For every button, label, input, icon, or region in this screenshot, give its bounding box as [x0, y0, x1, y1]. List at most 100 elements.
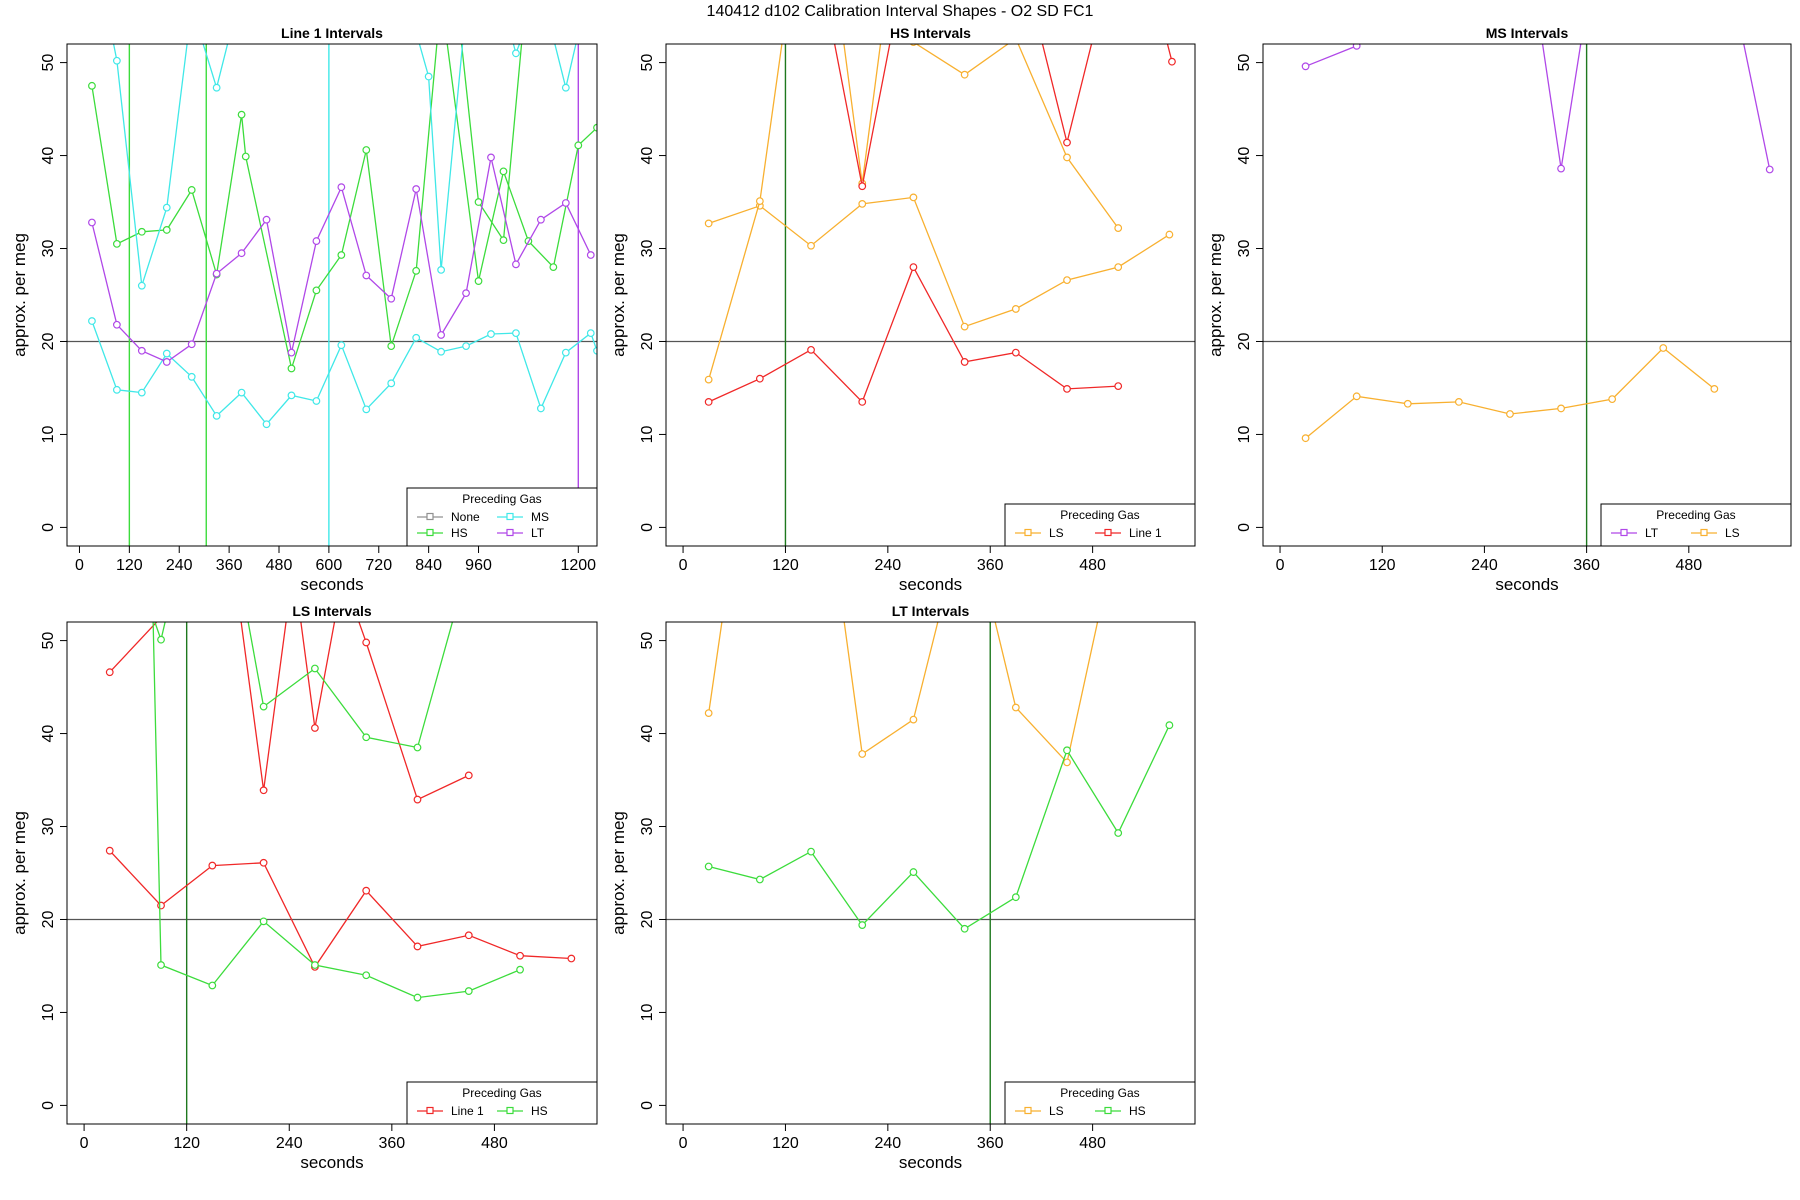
data-point: [1301, 62, 1310, 71]
series-line-ls: [1305, 347, 1715, 439]
data-point: [1013, 35, 1020, 42]
data-point: [387, 342, 396, 351]
x-axis-label: seconds: [300, 575, 363, 594]
y-tick-label: 30: [639, 818, 656, 836]
data-point: [1063, 276, 1071, 285]
data-point: [464, 987, 473, 995]
data-point: [112, 320, 121, 329]
data-point: [704, 219, 713, 228]
data-point: [561, 83, 570, 92]
data-point: [755, 197, 764, 206]
y-tick-label: 50: [1236, 54, 1253, 72]
data-point: [212, 411, 221, 420]
data-point: [593, 346, 597, 355]
data-point: [337, 251, 346, 259]
data-point: [858, 199, 867, 208]
y-tick-label: 30: [1236, 240, 1253, 258]
data-point: [512, 260, 520, 269]
data-point: [112, 385, 121, 394]
data-point: [499, 167, 508, 176]
data-point: [949, 563, 956, 570]
panel-line1: Line 1 Intervals 0 120 240 360 480 600 720 840 96…: [10, 0, 598, 594]
data-point: [387, 379, 396, 388]
panel-title: HS Intervals: [890, 25, 971, 41]
data-point: [1737, 22, 1744, 29]
legend-marker: [1104, 528, 1112, 537]
data-point: [1168, 57, 1176, 66]
data-point: [463, 4, 470, 11]
y-tick-label: 40: [1236, 147, 1253, 165]
series-line-ms: [418, 44, 464, 270]
x-tick-label: 480: [266, 557, 293, 574]
legend-label: HS: [451, 526, 468, 540]
x-tick-label: 120: [772, 1135, 799, 1152]
data-point: [909, 193, 918, 202]
legend-label: LT: [531, 526, 545, 540]
data-point: [500, 4, 507, 11]
data-point: [1506, 410, 1514, 418]
data-point: [512, 49, 520, 58]
data-point: [516, 951, 524, 960]
x-tick-label: 1200: [560, 557, 596, 574]
data-point: [755, 875, 764, 884]
data-point: [960, 358, 969, 366]
data-point: [1162, 31, 1169, 38]
data-point: [1011, 703, 1020, 712]
data-point: [337, 341, 346, 350]
legend-label: LS: [1725, 526, 1740, 540]
series-line-hs: [460, 44, 523, 243]
x-tick-label: 960: [465, 557, 492, 574]
x-tick-label: 0: [75, 557, 84, 574]
data-point: [960, 322, 969, 331]
x-tick-label: 360: [1573, 557, 1600, 574]
data-point: [262, 420, 271, 429]
data-point: [1557, 164, 1565, 173]
y-tick-label: 0: [639, 523, 656, 532]
legend-title: Preceding Gas: [1656, 508, 1735, 522]
data-point: [1765, 165, 1774, 174]
x-tick-label: 0: [1276, 557, 1285, 574]
x-axis-label: seconds: [899, 1153, 962, 1172]
data-point: [586, 251, 595, 259]
data-point: [105, 846, 114, 855]
plot-frame: [66, 621, 598, 1125]
data-point: [1387, 22, 1394, 29]
x-tick-label: 600: [316, 557, 343, 574]
data-point: [287, 391, 296, 400]
y-tick-label: 50: [40, 54, 57, 72]
x-tick-label: 720: [365, 557, 392, 574]
legend-marker: [1700, 528, 1708, 537]
data-point: [88, 81, 96, 90]
data-point: [188, 4, 195, 11]
data-point: [960, 70, 969, 79]
data-point: [909, 263, 918, 272]
y-tick-label: 0: [40, 1101, 57, 1110]
data-point: [259, 917, 268, 926]
data-point: [387, 294, 396, 303]
data-point: [807, 847, 815, 856]
data-point: [413, 942, 422, 951]
y-axis-label: approx. per meg: [10, 233, 29, 357]
series-line-line-1: [109, 850, 572, 969]
data-point: [212, 269, 221, 278]
panel-title: Line 1 Intervals: [281, 25, 383, 41]
data-point: [162, 203, 171, 212]
x-tick-label: 360: [378, 1135, 405, 1152]
data-point: [1114, 263, 1123, 272]
data-point: [704, 375, 713, 384]
data-point: [858, 750, 867, 758]
legend-box: [1600, 503, 1792, 547]
data-point: [561, 348, 570, 357]
data-point: [413, 743, 422, 752]
data-point: [512, 329, 520, 338]
series-line-ls: [843, 44, 1119, 229]
data-point: [237, 110, 246, 119]
legend-title: Preceding Gas: [462, 492, 541, 506]
data-point: [241, 152, 250, 161]
y-tick-label: 20: [639, 910, 656, 928]
x-tick-label: 0: [679, 557, 688, 574]
data-point: [101, 0, 108, 1]
series-line-line-1: [240, 622, 336, 791]
data-point: [438, 0, 445, 1]
